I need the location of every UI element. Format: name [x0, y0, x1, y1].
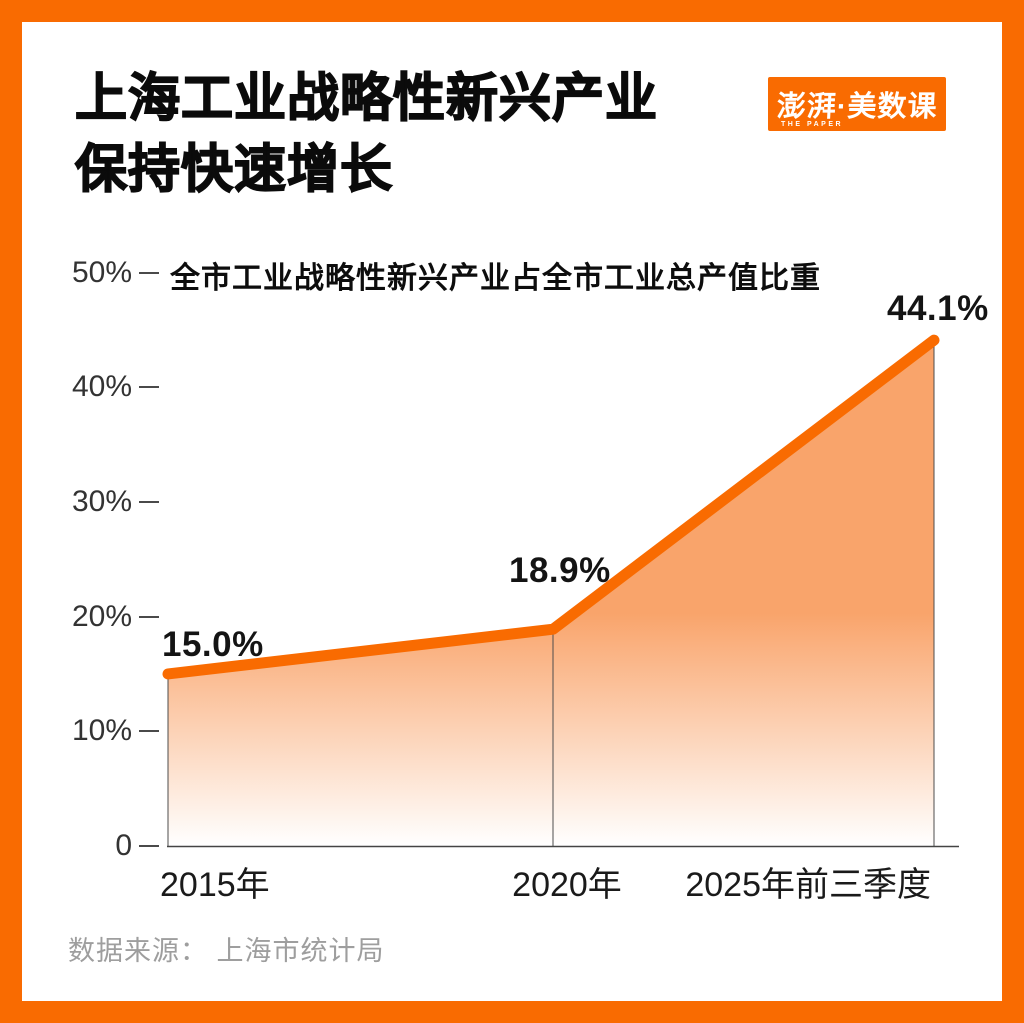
page-title: 上海工业战略性新兴产业 保持快速增长 [74, 64, 659, 206]
trend-line [162, 334, 940, 680]
area-fill [168, 340, 934, 846]
y-axis-tick-mark [139, 730, 159, 733]
page-title-line1: 上海工业战略性新兴产业 [74, 69, 659, 129]
y-axis-tick-label: 50% [71, 255, 132, 289]
x-axis-label-2025: 2025年前三季度 [685, 866, 931, 904]
y-axis-tick-mark [139, 500, 159, 503]
data-source: 数据来源： 上海市统计局 [68, 936, 385, 966]
y-axis-tick-label: 10% [71, 714, 132, 748]
y-axis-tick-mark [139, 845, 159, 847]
y-axis-tick-mark [139, 615, 159, 618]
y-axis-tick-label: 20% [71, 599, 132, 633]
page-title-line2: 保持快速增长 [74, 140, 394, 200]
y-axis-tick-label: 0 [115, 829, 132, 862]
brand-logo-subtext: THE PAPER [781, 121, 844, 128]
y-axis-tick-label: 40% [71, 370, 132, 404]
x-axis-label-2015: 2015年 [160, 866, 270, 904]
y-axis-tick-mark [139, 271, 159, 274]
data-point-label-2020: 18.9% [509, 551, 611, 590]
y-axis-tick-label: 30% [71, 484, 132, 518]
chart-subtitle: 全市工业战略性新兴产业占全市工业总产值比重 [170, 262, 821, 295]
data-point-label-2025: 44.1% [887, 289, 989, 328]
brand-logo-text: 澎湃·美数课 [775, 91, 939, 123]
data-point-label-2015: 15.0% [162, 625, 264, 664]
y-axis-tick-mark [139, 386, 159, 389]
brand-logo: 澎湃·美数课 THE PAPER [768, 77, 946, 131]
x-axis-label-2020: 2020年 [512, 866, 622, 904]
area-line-chart [162, 334, 959, 848]
